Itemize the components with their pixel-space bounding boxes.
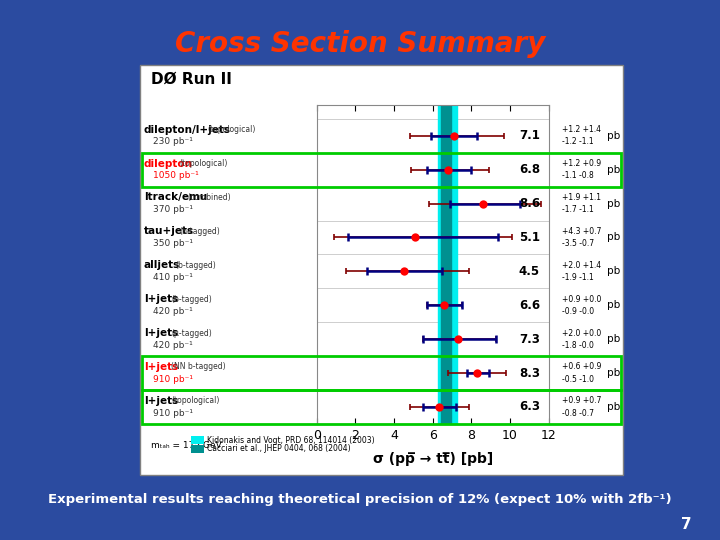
Text: +1.9 +1.1: +1.9 +1.1 bbox=[562, 193, 600, 202]
Text: 8.3: 8.3 bbox=[519, 367, 540, 380]
Text: +0.9 +0.0: +0.9 +0.0 bbox=[562, 295, 601, 303]
Text: +0.9 +0.7: +0.9 +0.7 bbox=[562, 396, 601, 406]
Text: pb: pb bbox=[607, 165, 620, 175]
Text: Cacciari et al., JHEP 0404, 068 (2004): Cacciari et al., JHEP 0404, 068 (2004) bbox=[207, 444, 351, 453]
Text: tau+jets: tau+jets bbox=[144, 226, 194, 237]
Text: pb: pb bbox=[607, 368, 620, 378]
Text: alljets: alljets bbox=[144, 260, 180, 271]
Text: ltrack/emu: ltrack/emu bbox=[144, 192, 207, 202]
Text: -1.8 -0.0: -1.8 -0.0 bbox=[562, 341, 593, 350]
Text: 370 pb⁻¹: 370 pb⁻¹ bbox=[153, 205, 194, 214]
Text: pb: pb bbox=[607, 131, 620, 141]
Text: l+jets: l+jets bbox=[144, 294, 179, 304]
Text: -1.9 -1.1: -1.9 -1.1 bbox=[562, 273, 593, 282]
Text: (NN b-tagged): (NN b-tagged) bbox=[171, 362, 226, 372]
Text: -0.9 -0.0: -0.9 -0.0 bbox=[562, 307, 594, 316]
Text: pb: pb bbox=[607, 402, 620, 412]
Text: -1.2 -1.1: -1.2 -1.1 bbox=[562, 137, 593, 146]
Text: Cross Section Summary: Cross Section Summary bbox=[175, 30, 545, 58]
Text: (b-tagged): (b-tagged) bbox=[171, 295, 212, 303]
Text: pb: pb bbox=[607, 334, 620, 344]
Text: (b-tagged): (b-tagged) bbox=[179, 227, 220, 236]
Text: +2.0 +1.4: +2.0 +1.4 bbox=[562, 261, 600, 270]
Text: 910 pb⁻¹: 910 pb⁻¹ bbox=[153, 409, 194, 417]
Text: -1.1 -0.8: -1.1 -0.8 bbox=[562, 171, 593, 180]
Text: +2.0 +0.0: +2.0 +0.0 bbox=[562, 328, 601, 338]
Text: (topological): (topological) bbox=[171, 396, 220, 406]
Text: (topological): (topological) bbox=[207, 125, 256, 134]
Text: 7.1: 7.1 bbox=[519, 129, 540, 143]
Text: 4.5: 4.5 bbox=[519, 265, 540, 278]
Text: σ (pp̅ → tt̅) [pb]: σ (pp̅ → tt̅) [pb] bbox=[372, 452, 493, 466]
Text: 6.6: 6.6 bbox=[519, 299, 540, 312]
Text: -0.5 -1.0: -0.5 -1.0 bbox=[562, 375, 593, 383]
Text: l+jets: l+jets bbox=[144, 328, 179, 338]
Text: 6.8: 6.8 bbox=[519, 163, 540, 176]
Text: mₜₐₕ = 175 GeV: mₜₐₕ = 175 GeV bbox=[151, 441, 222, 450]
Text: 8.6: 8.6 bbox=[519, 197, 540, 210]
Text: +1.2 +0.9: +1.2 +0.9 bbox=[562, 159, 600, 168]
Text: pb: pb bbox=[607, 199, 620, 208]
Text: l+jets: l+jets bbox=[144, 362, 179, 372]
Text: (combined): (combined) bbox=[187, 193, 231, 202]
Text: -0.8 -0.7: -0.8 -0.7 bbox=[562, 409, 593, 417]
Text: 230 pb⁻¹: 230 pb⁻¹ bbox=[153, 137, 193, 146]
Text: (topological): (topological) bbox=[179, 159, 228, 168]
Text: (μ-tagged): (μ-tagged) bbox=[171, 328, 212, 338]
Text: -3.5 -0.7: -3.5 -0.7 bbox=[562, 239, 594, 248]
Text: l+jets: l+jets bbox=[144, 396, 179, 406]
Text: Experimental results reaching theoretical precision of 12% (expect 10% with 2fb⁻: Experimental results reaching theoretica… bbox=[48, 493, 672, 506]
Text: 420 pb⁻¹: 420 pb⁻¹ bbox=[153, 341, 193, 350]
Text: dilepton: dilepton bbox=[144, 159, 193, 168]
Text: 910 pb⁻¹: 910 pb⁻¹ bbox=[153, 375, 194, 383]
Text: DØ Run II: DØ Run II bbox=[151, 71, 232, 86]
Text: (b-tagged): (b-tagged) bbox=[176, 261, 216, 270]
Text: +4.3 +0.7: +4.3 +0.7 bbox=[562, 227, 601, 236]
Text: 5.1: 5.1 bbox=[519, 231, 540, 244]
Text: 410 pb⁻¹: 410 pb⁻¹ bbox=[153, 273, 193, 282]
Text: 7.3: 7.3 bbox=[519, 333, 540, 346]
Bar bbox=[438, 105, 457, 424]
Text: 1050 pb⁻¹: 1050 pb⁻¹ bbox=[153, 171, 199, 180]
Text: 7: 7 bbox=[680, 517, 691, 532]
Text: dilepton/l+jets: dilepton/l+jets bbox=[144, 125, 231, 134]
Text: +0.6 +0.9: +0.6 +0.9 bbox=[562, 362, 601, 372]
Text: 420 pb⁻¹: 420 pb⁻¹ bbox=[153, 307, 193, 316]
Text: Kidonakis and Vogt, PRD 68, 114014 (2003): Kidonakis and Vogt, PRD 68, 114014 (2003… bbox=[207, 436, 375, 444]
Text: pb: pb bbox=[607, 300, 620, 310]
Text: pb: pb bbox=[607, 266, 620, 276]
Text: -1.7 -1.1: -1.7 -1.1 bbox=[562, 205, 593, 214]
Bar bbox=[441, 105, 451, 424]
Text: 350 pb⁻¹: 350 pb⁻¹ bbox=[153, 239, 194, 248]
Text: pb: pb bbox=[607, 233, 620, 242]
Text: 6.3: 6.3 bbox=[519, 401, 540, 414]
Text: +1.2 +1.4: +1.2 +1.4 bbox=[562, 125, 600, 134]
